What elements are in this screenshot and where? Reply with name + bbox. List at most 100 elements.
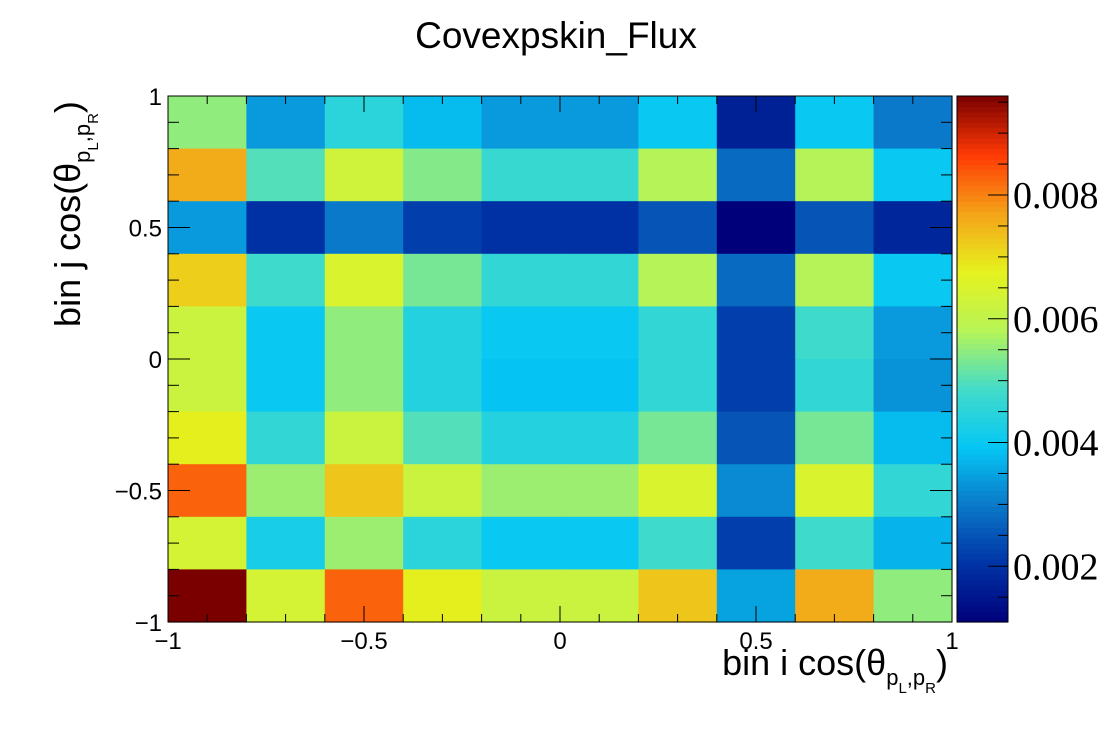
color-scale-segment [957,153,1008,160]
heatmap-cell [560,411,639,465]
heatmap-cell [795,464,875,518]
heatmap-cell [873,411,953,465]
color-scale-segment [957,264,1008,271]
x-tick-label: 0 [553,628,566,655]
color-scale-segment [957,590,1008,597]
heatmap-cell [481,516,561,570]
color-scale-segment [957,185,1008,192]
color-scale-segment [957,117,1008,123]
heatmap-cell [795,411,875,465]
color-scale-segment [957,306,1008,313]
heatmap-cell [481,253,561,307]
heatmap-cell [246,253,326,307]
x-tick-label: 1 [945,628,958,655]
color-scale-segment [957,479,1008,486]
heatmap-cell [716,306,796,360]
color-scale-segment [957,285,1008,292]
color-scale-segment [957,548,1008,555]
y-axis-label: bin j cos(θpL,pR) [47,101,102,327]
heatmap-cell [481,359,561,413]
color-scale-segment [957,490,1008,497]
color-scale-segment [957,101,1008,108]
color-scale-segment [957,253,1008,260]
color-scale-segment [957,206,1008,213]
heatmap-cell [873,516,953,570]
heatmap-cell [403,464,483,518]
color-scale-segment [957,516,1008,523]
color-scale-segment [957,269,1008,276]
color-scale-segment [957,337,1008,344]
heatmap-cell [716,253,796,307]
y-axis-ticks: −1 −0.5 0 0.5 1 [115,84,952,637]
color-scale-segment [957,380,1008,386]
heatmap-cell [481,148,561,202]
heatmap-cell [481,201,561,255]
color-scale-segment [957,169,1008,176]
color-scale-segment [957,469,1008,476]
heatmap-cell [873,306,953,360]
heatmap-cell [403,411,483,465]
color-scale-segment [957,611,1008,618]
color-scale-segment [957,579,1008,586]
heatmap-cell [481,306,561,360]
color-scale-segment [957,395,1008,402]
heatmap-cell [168,148,247,202]
color-scale-segment [957,374,1008,381]
heatmap-cell [795,253,875,307]
heatmap-cell [246,516,326,570]
color-scale-segment [957,474,1008,481]
heatmap-cell [873,253,953,307]
color-scale-segment [957,427,1008,434]
heatmap-cell [481,569,561,623]
color-scale-segment [957,311,1008,318]
color-scale-segment [957,495,1008,502]
heatmap-cell [246,569,326,623]
heatmap-cell [246,306,326,360]
color-scale-segment [957,174,1008,181]
color-scale-segment [957,432,1008,439]
color-scale-segment [957,201,1008,208]
svg-text:bin i cos(θpL,pR): bin i cos(θpL,pR) [722,642,948,697]
y-tick-label: 0.5 [129,216,162,243]
heatmap-cell [795,306,875,360]
color-scale-segment [957,585,1008,592]
heatmap-cell [168,411,247,465]
heatmap-cell [560,464,639,518]
heatmap-cell [560,253,639,307]
heatmap-cell [403,306,483,360]
heatmap-cell [638,464,718,518]
y-tick-label: −1 [135,610,162,637]
heatmap-cell [246,359,326,413]
color-scale-segment [957,437,1008,444]
heatmap-cell [638,148,718,202]
heatmap-cell [560,359,639,413]
color-scale-segment [957,411,1008,418]
color-scale-segment [957,569,1008,576]
heatmap-cell [324,306,404,360]
heatmap-cell [246,201,326,255]
heatmap-cell [246,464,326,518]
x-axis-ticks: −1 −0.5 0 0.5 1 [154,96,959,655]
heatmap-cell [638,253,718,307]
color-scale-segment [957,527,1008,534]
heatmap-cell [168,359,247,413]
color-scale-segment [957,369,1008,376]
color-scale-segment [957,574,1008,581]
heatmap-cell [246,411,326,465]
heatmap-cell [403,253,483,307]
color-scale-segment [957,448,1008,455]
heatmap-cell [246,148,326,202]
color-scale-segment [957,274,1008,281]
heatmap-cell [638,201,718,255]
heatmap-cell [638,359,718,413]
heatmap-cell [795,359,875,413]
color-scale-segment [957,248,1008,255]
y-tick-label: 0 [149,347,162,374]
color-scale-segment [957,216,1008,223]
color-scale-segment [957,238,1008,244]
heatmap-cell [403,148,483,202]
color-scale-segment [957,616,1008,623]
color-scale-segment [957,138,1008,144]
